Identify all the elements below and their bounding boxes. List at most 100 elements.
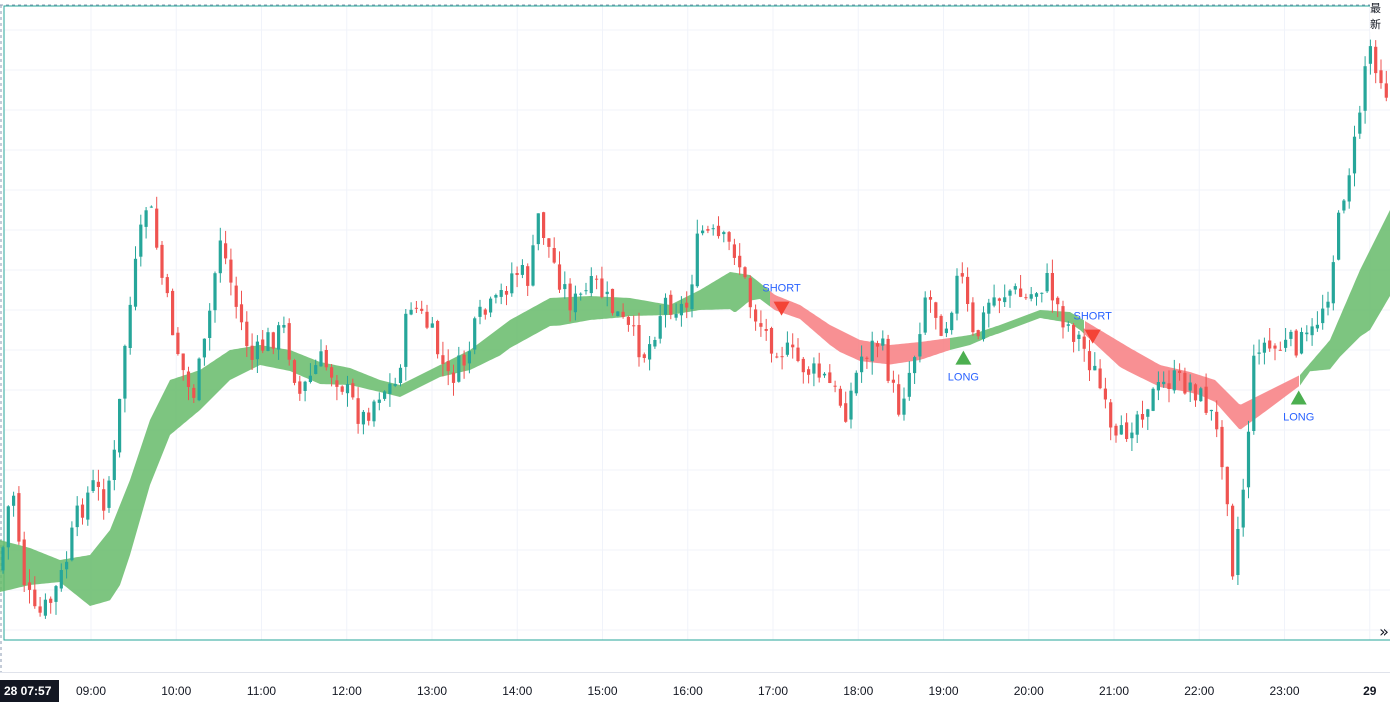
candle-body	[271, 332, 275, 349]
candle-body	[330, 367, 334, 378]
candle-body	[849, 390, 853, 420]
candle-body	[38, 606, 42, 613]
candle-body	[149, 206, 153, 208]
candle-body	[1130, 432, 1134, 439]
candle-body	[1246, 431, 1251, 488]
candle-body	[213, 273, 217, 311]
candle-body	[648, 344, 652, 360]
candle-body	[377, 399, 381, 403]
candle-body	[764, 329, 768, 331]
candle-body	[897, 384, 901, 415]
candle-body	[1087, 351, 1092, 371]
candle-body	[939, 315, 943, 336]
candle-body	[1151, 388, 1155, 411]
candle-body	[626, 316, 630, 325]
candle-body	[732, 244, 736, 258]
candle-body	[75, 505, 79, 528]
candle-body	[1019, 288, 1023, 297]
candle-body	[1305, 332, 1309, 335]
candle-body	[1220, 426, 1224, 468]
candle-body	[361, 411, 365, 425]
candle-body	[886, 338, 890, 381]
candle-body	[218, 240, 222, 274]
candle-body	[102, 489, 106, 511]
candle-body	[1273, 345, 1277, 349]
candle-body	[224, 243, 228, 259]
candle-body	[1294, 330, 1298, 356]
candle-body	[1363, 66, 1367, 111]
candle-body	[605, 291, 609, 295]
long-marker-icon	[1290, 390, 1307, 405]
candle-body	[80, 504, 85, 518]
candle-body	[43, 599, 47, 616]
candle-body	[950, 312, 954, 331]
current-time-badge: 28 07:57	[0, 680, 60, 702]
trend-band-segment	[770, 291, 950, 365]
candle-body	[822, 373, 827, 376]
candle-body	[1167, 383, 1171, 389]
candle-body	[807, 369, 811, 375]
candle-body	[356, 398, 360, 424]
candle-body	[796, 347, 800, 361]
candle-body	[420, 308, 424, 311]
candle-body	[1289, 331, 1293, 339]
candle-body	[923, 297, 927, 333]
candle-body	[891, 379, 895, 383]
candle-body	[139, 224, 143, 257]
candle-body	[913, 357, 917, 374]
x-tick-label: 16:00	[673, 684, 703, 698]
x-tick-label: 20:00	[1014, 684, 1044, 698]
candle-body	[1013, 286, 1017, 290]
candle-body	[621, 311, 625, 317]
candle-body	[1034, 293, 1039, 297]
candle-body	[966, 276, 970, 304]
candle-body	[902, 398, 906, 415]
candle-body	[563, 284, 567, 290]
double-chevron-right-icon[interactable]: »	[1379, 622, 1389, 641]
candle-body	[833, 385, 837, 387]
candle-body	[1379, 70, 1383, 84]
x-tick-label: 13:00	[417, 684, 447, 698]
candle-body	[918, 334, 922, 357]
candle-body	[663, 297, 668, 315]
candle-body	[292, 360, 297, 383]
candle-body	[955, 275, 959, 314]
signal-label: LONG	[948, 372, 979, 384]
candle-body	[568, 283, 572, 311]
candle-body	[436, 321, 440, 355]
candle-body	[345, 384, 350, 394]
candle-body	[473, 318, 477, 350]
candle-body	[1178, 370, 1182, 373]
candle-body	[769, 328, 774, 354]
candle-body	[478, 306, 482, 317]
candle-body	[1299, 332, 1304, 354]
candle-body	[1209, 409, 1213, 412]
candle-body	[928, 297, 933, 300]
x-tick-label: 18:00	[843, 684, 873, 698]
candle-body	[6, 506, 10, 548]
candle-body	[1374, 46, 1378, 74]
candle-body	[616, 311, 620, 316]
x-tick-label: 09:00	[76, 684, 106, 698]
candle-body	[1268, 340, 1272, 349]
candle-body	[1204, 386, 1208, 413]
candle-body	[854, 372, 858, 394]
candle-body	[414, 307, 418, 309]
candle-body	[1193, 384, 1198, 401]
candle-body	[759, 323, 763, 327]
time-axis[interactable]: 09:00 10:00 11:00 12:00 13:00 14:00 15:00 16:00…	[0, 672, 1390, 706]
trend-band-segment	[1085, 321, 1299, 430]
candle-body	[33, 589, 37, 607]
candle-body	[971, 302, 975, 333]
candle-body	[997, 298, 1001, 301]
candle-body	[404, 313, 408, 367]
candle-body	[351, 383, 355, 398]
candle-body	[907, 372, 911, 397]
candle-body	[1072, 325, 1076, 342]
candle-body	[467, 351, 471, 364]
candle-body	[165, 277, 169, 294]
corner-label: 最新	[1370, 0, 1390, 32]
candle-body	[176, 332, 180, 354]
candle-body	[239, 304, 244, 323]
